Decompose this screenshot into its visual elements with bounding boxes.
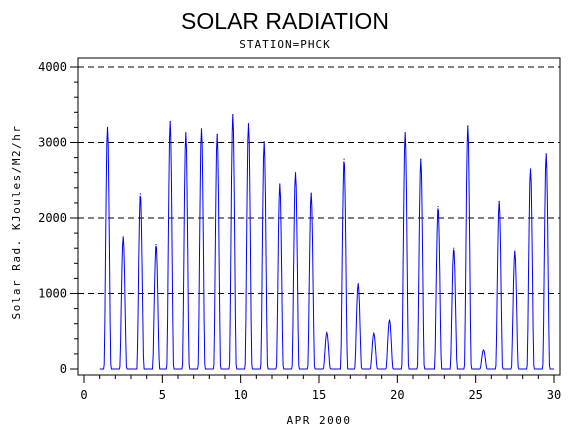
daily-peak-point — [545, 153, 547, 155]
x-tick-label: 15 — [312, 388, 326, 402]
daily-peak-point — [169, 120, 171, 122]
y-tick-label: 1000 — [38, 287, 67, 301]
chart-title: SOLAR RADIATION — [181, 8, 389, 34]
y-tick-label: 4000 — [38, 60, 67, 74]
x-tick-label: 10 — [233, 388, 247, 402]
daily-peak-point — [185, 132, 187, 134]
x-axis-label: APR 2000 — [287, 414, 352, 427]
daily-peak-point — [373, 332, 375, 335]
daily-peak-point — [216, 133, 218, 135]
x-tick-label: 5 — [159, 388, 166, 402]
daily-peak-point — [155, 243, 157, 246]
daily-peak-point — [529, 168, 532, 170]
y-tick-label: 3000 — [38, 136, 67, 150]
grid-lines — [78, 66, 560, 294]
series-layer — [99, 113, 554, 370]
daily-peak-point — [388, 319, 391, 321]
chart-subtitle: STATION=PHCK — [239, 38, 330, 51]
daily-peak-point — [453, 247, 455, 249]
daily-peak-point — [467, 125, 469, 127]
x-tick-label: 25 — [468, 388, 482, 402]
daily-peak-point — [404, 132, 406, 134]
x-tick-label: 0 — [80, 388, 87, 402]
daily-peak-point — [106, 126, 109, 128]
daily-peak-point — [326, 332, 328, 334]
daily-peak-point — [279, 183, 281, 185]
daily-peak-point — [482, 349, 485, 351]
daily-peak-point — [247, 123, 250, 125]
x-tick-label: 20 — [390, 388, 404, 402]
solar-radiation-series-line — [99, 114, 554, 370]
plot-frame — [77, 57, 561, 376]
daily-peak-point — [122, 236, 124, 238]
daily-peak-point — [498, 200, 500, 202]
daily-peak-point — [263, 141, 265, 143]
daily-peak-point — [420, 158, 422, 160]
y-tick-label: 0 — [60, 362, 67, 376]
daily-peak-point — [310, 192, 312, 194]
daily-peak-point — [437, 206, 439, 208]
daily-peak-point — [200, 128, 203, 130]
daily-peak-point — [357, 283, 359, 285]
daily-peak-point — [294, 172, 297, 174]
y-tick-label: 2000 — [38, 211, 67, 225]
x-tick-label: 30 — [547, 388, 561, 402]
daily-peak-point — [232, 113, 234, 116]
axes: 0 1000 2000 3000 4000 0 5 10 15 20 25 30 — [38, 60, 561, 402]
daily-peak-point — [514, 250, 516, 252]
y-axis-label: Solar Rad. KJoules/M2/hr — [10, 125, 23, 320]
daily-peak-point — [139, 193, 141, 195]
daily-peak-point — [343, 158, 345, 160]
